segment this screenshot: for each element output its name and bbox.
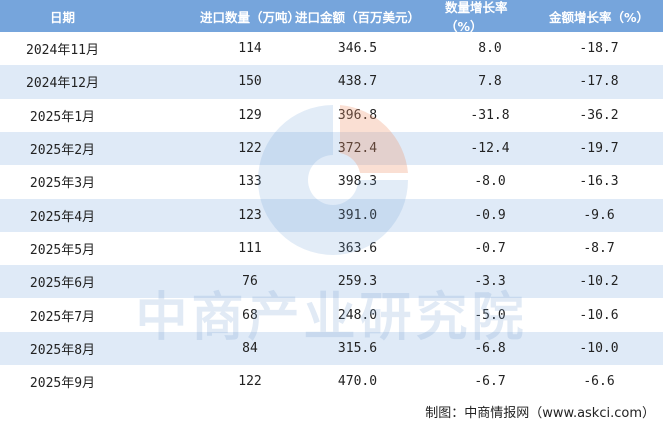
- cell: -36.2: [579, 107, 619, 123]
- cell: 8.0: [478, 41, 502, 57]
- data-row: 2025年7月 68 248.0 -5.0 -10.6: [0, 298, 663, 332]
- cell: 数量增长率（%）: [445, 0, 508, 34]
- cell: 2025年6月: [29, 276, 96, 292]
- data-row: 2025年1月 129 396.8 -31.8 -36.2: [0, 98, 663, 132]
- cell: -6.8: [474, 340, 506, 356]
- cell: 122: [238, 141, 262, 157]
- data-row: 2025年6月 76 259.3 -3.3 -10.2: [0, 265, 663, 299]
- cell: 76: [242, 274, 258, 290]
- cell: 123: [238, 207, 262, 223]
- cell: -10.0: [579, 340, 619, 356]
- cell: 346.5: [337, 41, 378, 57]
- data-row: 2025年5月 111 363.6 -0.7 -8.7: [0, 231, 663, 266]
- cell: 2024年12月: [26, 76, 99, 92]
- cell: 129: [238, 107, 262, 123]
- cell: 372.4: [270, 132, 445, 165]
- cell: -0.9: [474, 207, 506, 223]
- cell: -10.2: [579, 274, 619, 290]
- cell: -9.6: [583, 207, 615, 223]
- cell: 122: [238, 374, 262, 390]
- cell: -6.7: [474, 374, 506, 390]
- cell: 438.7: [337, 74, 378, 90]
- cell: -3.3: [474, 274, 506, 290]
- cell: 进口数量（万吨）: [199, 9, 300, 25]
- cell: 259.3: [337, 274, 378, 290]
- cell: 2024年11月: [26, 43, 99, 59]
- cell: -8.0: [474, 174, 506, 190]
- cell: 391.0: [270, 199, 445, 232]
- data-row: 2024年12月 150 438.7 7.8 -17.8: [0, 65, 663, 99]
- cell: 150: [238, 74, 262, 90]
- watermark-logo: [258, 105, 408, 255]
- cell: 日期: [49, 9, 75, 25]
- cell: 2025年8月: [29, 342, 96, 358]
- data-row: 2025年8月 84 315.6 -6.8 -10.0: [0, 331, 663, 365]
- cell: 金额增长率（%）: [548, 9, 650, 25]
- cell: -31.8: [470, 107, 510, 123]
- cell: 114: [238, 41, 262, 57]
- cell: 398.3: [337, 174, 378, 190]
- cell: 2025年7月: [29, 309, 96, 325]
- cell: 470.0: [337, 374, 378, 390]
- cell: 2025年1月: [29, 109, 96, 125]
- cell: -6.6: [583, 374, 615, 390]
- cell: 396.8: [270, 99, 445, 132]
- cell: 2025年4月: [29, 209, 96, 225]
- cell: 2025年2月: [29, 143, 96, 159]
- header-row: 日期 进口数量（万吨） 进口金额（百万美元） 数量增长率（%） 金额增长率（%）: [0, 0, 663, 34]
- cell: -16.3: [579, 174, 619, 190]
- cell: -12.4: [470, 141, 510, 157]
- data-row: 2025年2月 122 372.4 -12.4 -19.7: [0, 131, 663, 166]
- cell: 248.0: [337, 307, 378, 323]
- data-row: 2025年3月 133 398.3 -8.0 -16.3: [0, 165, 663, 199]
- cell: -18.7: [579, 41, 619, 57]
- cell: 7.8: [478, 74, 502, 90]
- cell: -8.7: [583, 240, 615, 256]
- cell: 363.6: [270, 232, 445, 265]
- cell: -0.7: [474, 240, 506, 256]
- data-row: 2025年9月 122 470.0 -6.7 -6.6: [0, 365, 663, 399]
- cell: 2025年3月: [29, 176, 96, 192]
- data-row: 2024年11月 114 346.5 8.0 -18.7: [0, 32, 663, 66]
- cell: -5.0: [474, 307, 506, 323]
- cell: 133: [238, 174, 262, 190]
- watermark-text: 中商产业研究院: [135, 288, 528, 348]
- cell: -10.6: [579, 307, 619, 323]
- cell: 进口金额（百万美元）: [294, 9, 420, 25]
- data-row: 2025年4月 123 391.0 -0.9 -9.6: [0, 198, 663, 232]
- cell: 84: [242, 340, 258, 356]
- cell: -19.7: [579, 141, 619, 157]
- cell: 2025年9月: [29, 376, 96, 392]
- cell: -17.8: [579, 74, 619, 90]
- footer-note: 制图：中商情报网（www.askci.com）: [425, 406, 655, 421]
- cell: 315.6: [337, 340, 378, 356]
- cell: 2025年5月: [29, 242, 96, 258]
- cell: 68: [242, 307, 258, 323]
- cell: 111: [238, 240, 262, 256]
